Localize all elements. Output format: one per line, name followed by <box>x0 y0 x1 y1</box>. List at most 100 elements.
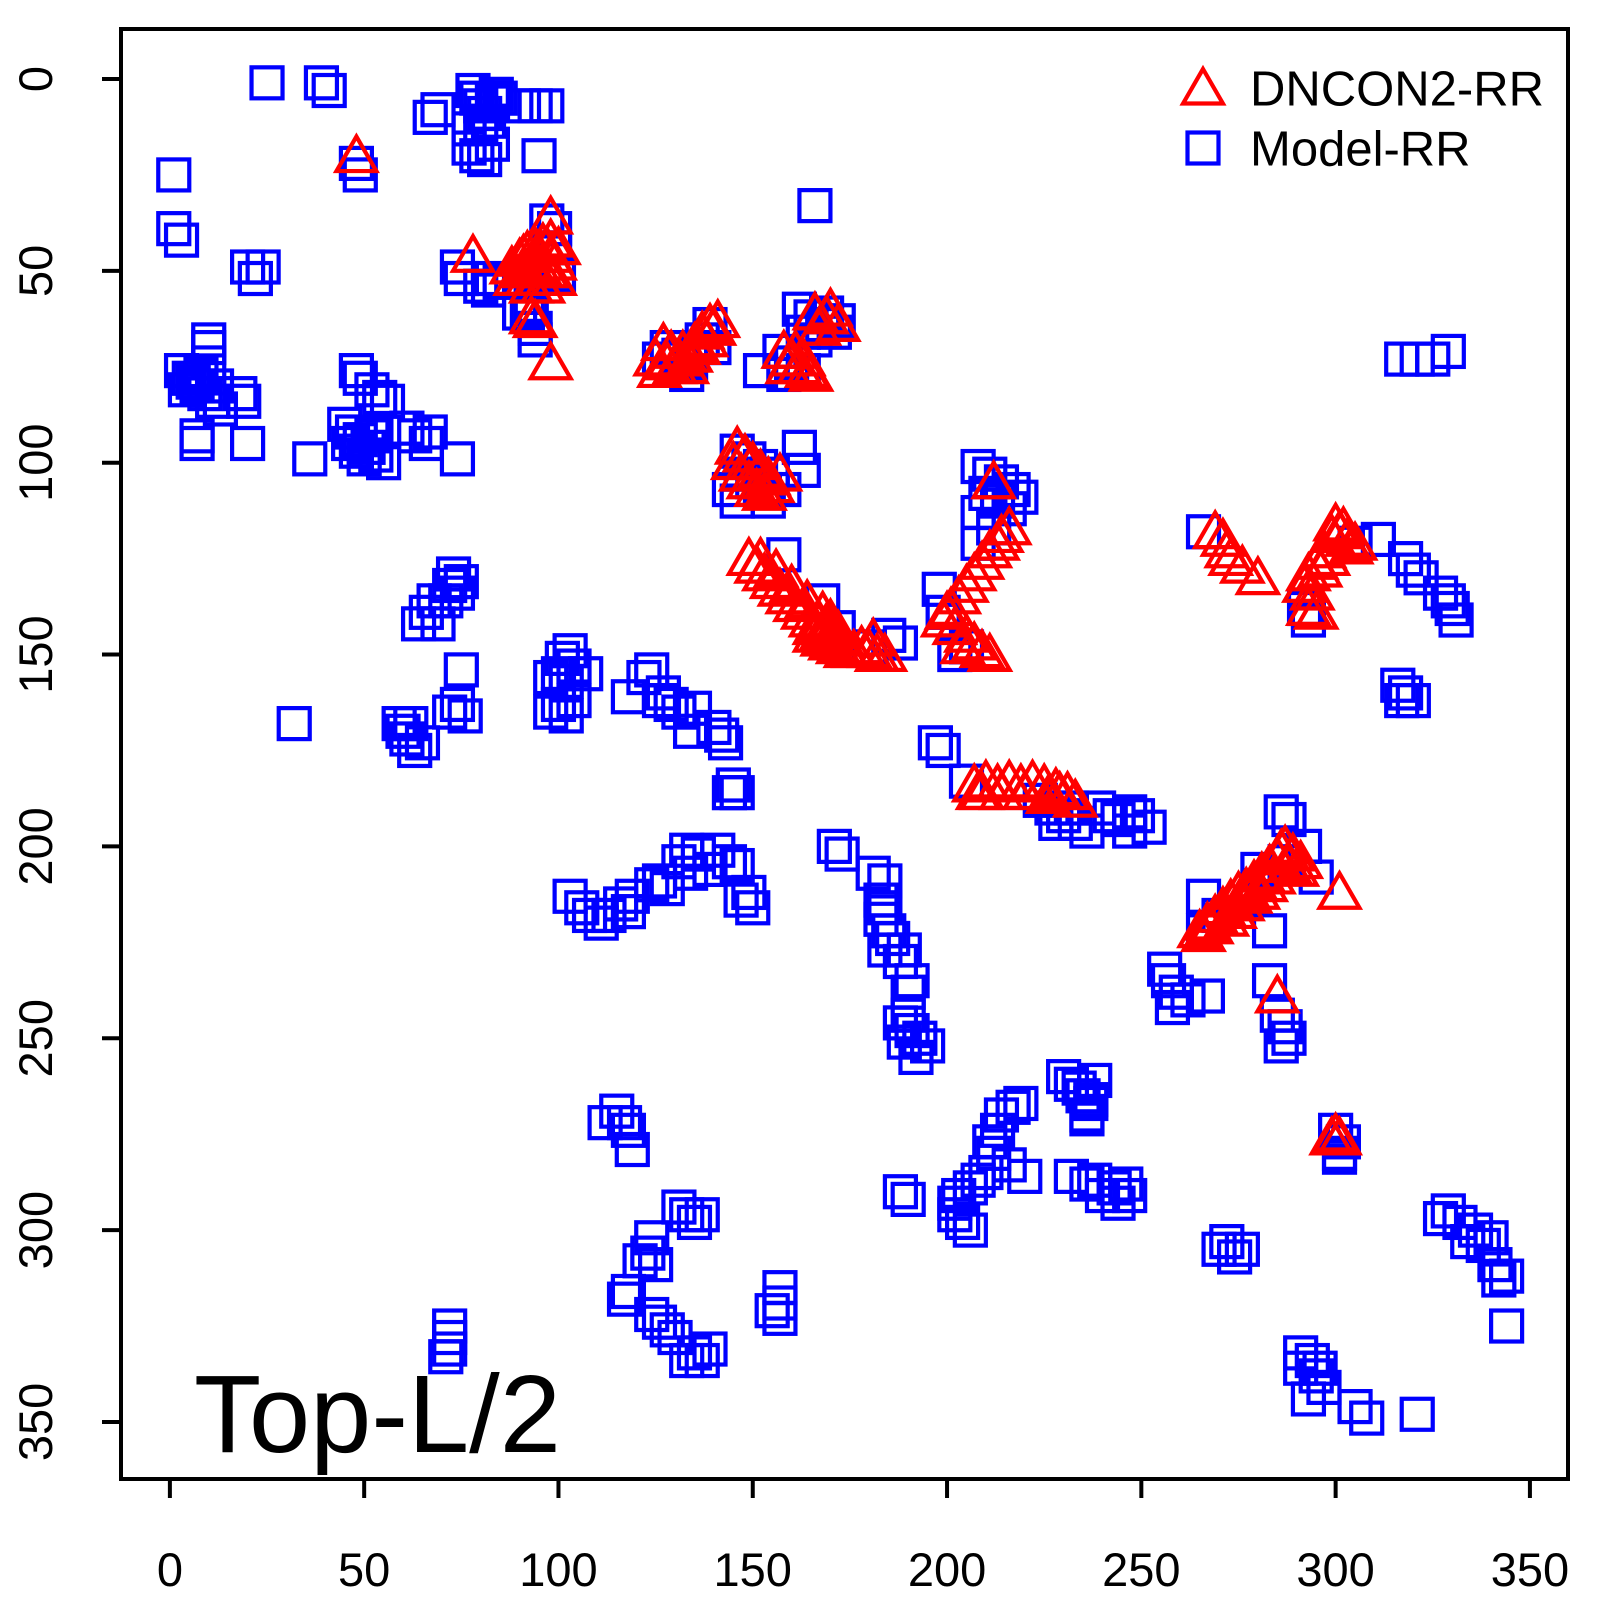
plot-box <box>119 27 1570 1481</box>
dncon2-rr-point <box>332 132 380 174</box>
model-rr-point <box>358 437 394 473</box>
model-rr-point <box>1395 552 1431 588</box>
model-rr-point <box>875 920 911 957</box>
dncon2-rr-point <box>527 193 575 235</box>
x-axis-tick-label: 250 <box>1102 1543 1180 1596</box>
model-rr-point <box>331 425 367 462</box>
model-rr-point <box>867 863 903 899</box>
dncon2-rr-point <box>690 305 738 346</box>
model-rr-point <box>385 713 421 749</box>
model-rr-point <box>855 855 891 891</box>
dncon2-rr-point <box>632 335 680 377</box>
model-rr-point <box>381 706 417 742</box>
model-rr-point <box>303 65 340 101</box>
model-rr-point <box>1465 1227 1501 1264</box>
model-rr-point <box>1073 1082 1109 1118</box>
model-rr-point <box>882 1005 919 1041</box>
dncon2-rr-point <box>511 297 559 339</box>
model-rr-point <box>1489 1308 1525 1344</box>
model-rr-point <box>1201 1231 1237 1267</box>
model-rr-point <box>1251 913 1288 949</box>
model-rr-point <box>669 1342 705 1379</box>
dncon2-rr-point <box>1234 554 1282 596</box>
dncon2-rr-point <box>861 631 909 672</box>
model-rr-point <box>1430 583 1466 619</box>
model-rr-point <box>603 886 639 922</box>
model-rr-point <box>1147 951 1183 987</box>
model-rr-point <box>704 717 740 753</box>
legend-label-model-rr: Model-RR <box>1250 123 1471 177</box>
model-rr-point <box>657 1319 693 1356</box>
model-rr-point <box>482 80 518 116</box>
model-rr-point <box>910 1028 946 1064</box>
model-rr-point <box>991 1147 1027 1183</box>
y-axis-tick-label: 50 <box>9 245 62 297</box>
model-rr-point <box>229 425 266 462</box>
model-rr-point <box>222 376 258 412</box>
dncon2-rr-point <box>756 450 804 492</box>
model-rr-point <box>917 725 953 761</box>
model-rr-point <box>342 157 378 193</box>
model-rr-point <box>1263 1028 1299 1064</box>
dncon2-rr-point <box>771 328 820 369</box>
model-rr-point <box>941 1177 977 1214</box>
dncon2-rr-point <box>818 615 866 657</box>
model-rr-point <box>630 1235 666 1271</box>
model-rr-point <box>369 383 406 419</box>
model-rr-point <box>937 1197 973 1233</box>
model-rr-point <box>1189 978 1225 1014</box>
model-rr-point <box>443 564 479 600</box>
model-rr-point <box>447 698 483 734</box>
model-rr-point <box>711 775 748 811</box>
model-rr-point <box>1481 1262 1517 1298</box>
model-rr-point <box>890 1181 926 1217</box>
model-rr-point <box>944 1204 981 1241</box>
model-rr-point <box>428 1339 464 1375</box>
dncon2-rr-point <box>768 562 816 603</box>
model-rr-point <box>362 379 398 416</box>
model-rr-point <box>533 659 569 696</box>
model-rr-point <box>719 847 755 884</box>
dncon2-rr-point <box>752 546 800 588</box>
dncon2-rr-point <box>1273 846 1321 887</box>
dncon2-rr-point <box>1253 972 1301 1014</box>
dncon2-rr-point <box>531 255 579 296</box>
dncon2-rr-point <box>1242 861 1290 903</box>
model-rr-point <box>925 732 961 769</box>
model-rr-point <box>1112 1177 1148 1214</box>
model-rr-point <box>1131 809 1167 845</box>
dncon2-rr-point <box>958 627 1006 669</box>
model-rr-point <box>715 767 751 803</box>
model-rr-point <box>548 698 584 734</box>
model-rr-point <box>661 694 697 730</box>
model-rr-point <box>1489 1258 1525 1294</box>
model-rr-point <box>614 1131 650 1168</box>
dncon2-rr-point <box>1211 888 1259 930</box>
model-rr-point <box>599 1093 635 1129</box>
model-rr-point <box>175 364 211 400</box>
model-rr-point <box>1422 1200 1459 1237</box>
dncon2-rr-point <box>958 769 1006 811</box>
dncon2-rr-point <box>806 611 855 653</box>
model-rr-point <box>1077 1062 1113 1099</box>
y-axis-tick-label: 250 <box>9 999 62 1077</box>
model-rr-point <box>237 260 273 297</box>
dncon2-rr-point <box>806 285 855 327</box>
model-rr-point <box>435 556 472 592</box>
model-rr-point <box>179 425 215 462</box>
model-rr-point <box>420 606 456 642</box>
model-rr-point <box>412 414 448 450</box>
y-axis-tick-label: 350 <box>9 1383 62 1461</box>
dncon2-rr-point <box>527 339 575 381</box>
dncon2-rr-point <box>709 439 757 481</box>
dncon2-rr-point <box>1288 569 1336 611</box>
model-rr-point <box>1224 1231 1260 1267</box>
model-rr-point <box>634 1296 670 1333</box>
dncon2-rr-point <box>791 289 839 331</box>
dncon2-rr-point <box>985 504 1033 546</box>
model-rr-point <box>610 1112 647 1148</box>
dncon2-rr-point <box>923 588 971 630</box>
dncon2-rr-point <box>939 623 987 665</box>
model-rr-point <box>408 594 444 630</box>
model-rr-point <box>1321 1139 1358 1175</box>
